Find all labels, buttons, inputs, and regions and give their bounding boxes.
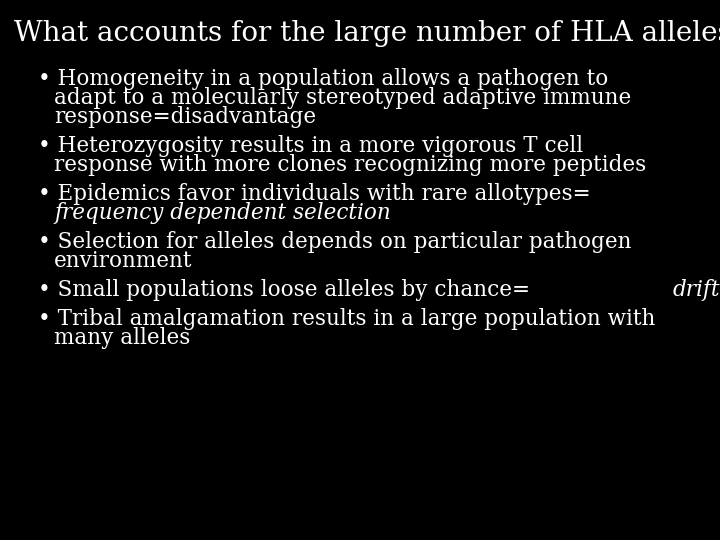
- Text: frequency dependent selection: frequency dependent selection: [54, 202, 391, 224]
- Text: many alleles: many alleles: [54, 327, 190, 349]
- Text: • Selection for alleles depends on particular pathogen: • Selection for alleles depends on parti…: [38, 231, 631, 253]
- Text: response=disadvantage: response=disadvantage: [54, 106, 316, 128]
- Text: • Tribal amalgamation results in a large population with: • Tribal amalgamation results in a large…: [38, 308, 655, 330]
- Text: What accounts for the large number of HLA alleles?: What accounts for the large number of HL…: [14, 20, 720, 47]
- Text: • Small populations loose alleles by chance=: • Small populations loose alleles by cha…: [38, 279, 530, 301]
- Text: • Epidemics favor individuals with rare allotypes=: • Epidemics favor individuals with rare …: [38, 183, 590, 205]
- Text: • Homogeneity in a population allows a pathogen to: • Homogeneity in a population allows a p…: [38, 68, 608, 90]
- Text: adapt to a molecularly stereotyped adaptive immune: adapt to a molecularly stereotyped adapt…: [54, 87, 631, 109]
- Text: • Heterozygosity results in a more vigorous T cell: • Heterozygosity results in a more vigor…: [38, 135, 583, 157]
- Text: environment: environment: [54, 250, 192, 272]
- Text: drift: drift: [672, 279, 720, 301]
- Text: response with more clones recognizing more peptides: response with more clones recognizing mo…: [54, 154, 647, 176]
